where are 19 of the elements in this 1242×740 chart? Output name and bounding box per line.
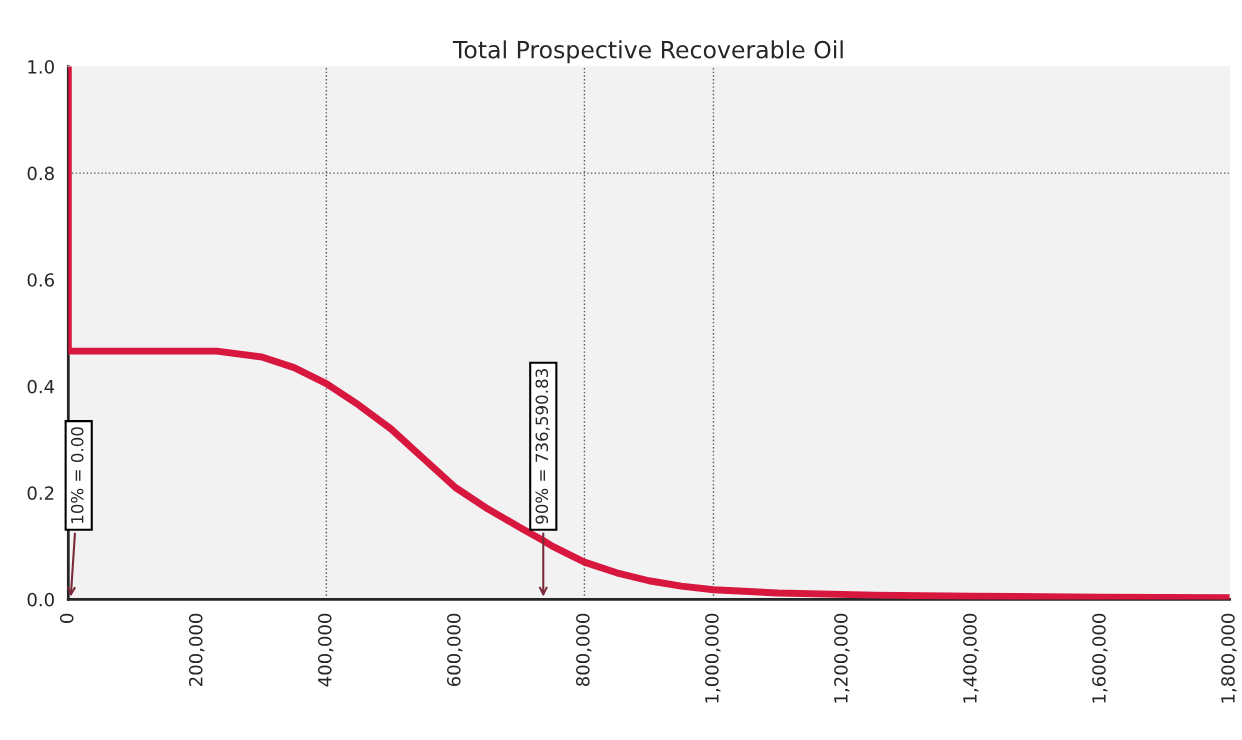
x-tick-label: 1,200,000 bbox=[834, 613, 850, 703]
chart-title: Total Prospective Recoverable Oil bbox=[452, 40, 843, 64]
x-tick-label: 800,000 bbox=[576, 613, 592, 687]
y-tick-label: 0.8 bbox=[27, 166, 54, 181]
y-tick-label: 0.2 bbox=[27, 486, 54, 500]
y-tick-label: 0.0 bbox=[27, 592, 54, 607]
y-tick-label: 0.6 bbox=[27, 273, 54, 287]
y-tick-label: 0.4 bbox=[27, 379, 55, 394]
x-tick-label: 600,000 bbox=[446, 613, 463, 686]
x-tick-label: 200,000 bbox=[188, 613, 205, 686]
x-tick-label: 1,000,000 bbox=[705, 613, 721, 703]
x-tick-label: 0 bbox=[59, 613, 74, 623]
x-tick-label: 400,000 bbox=[317, 613, 334, 687]
annotation: 10% = 0.00 bbox=[70, 427, 84, 523]
x-tick-label: 1,800,000 bbox=[1221, 613, 1237, 703]
x-tick-label: 1,400,000 bbox=[963, 613, 979, 703]
y-tick-label: 1.0 bbox=[28, 60, 54, 74]
annotation: 90% = 736,590.83 bbox=[535, 369, 550, 524]
x-tick-label: 1,600,000 bbox=[1092, 613, 1108, 703]
